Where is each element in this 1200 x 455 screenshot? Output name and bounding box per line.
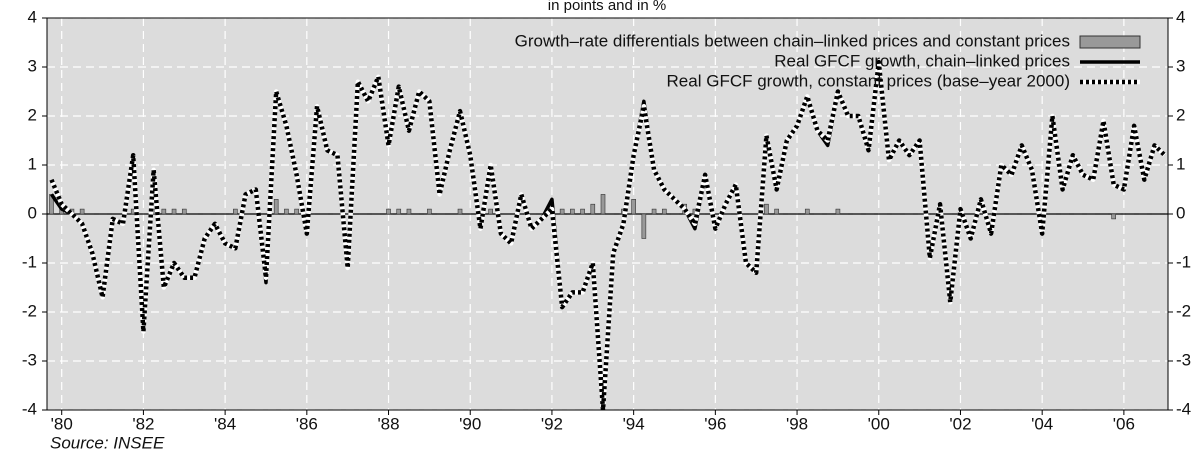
- bar: [764, 203, 769, 215]
- y-tick-label: 3: [28, 56, 37, 75]
- bar: [284, 208, 289, 215]
- y2-tick-label: 1: [1176, 154, 1185, 173]
- x-tick-label: '96: [704, 414, 726, 433]
- y-tick-label: 4: [28, 7, 37, 26]
- source-note: Source: INSEE: [50, 433, 165, 452]
- y2-tick-label: -3: [1176, 350, 1191, 369]
- bar: [386, 208, 391, 215]
- legend-label: Growth–rate differentials between chain–…: [515, 31, 1070, 50]
- x-tick-label: '88: [377, 414, 399, 433]
- bar: [171, 208, 177, 215]
- bar: [651, 208, 657, 215]
- chart-subtitle: in points and in %: [548, 0, 666, 14]
- legend-label: Real GFCF growth, constant prices (base–…: [667, 71, 1070, 90]
- x-tick-label: '00: [868, 414, 890, 433]
- y2-tick-label: 4: [1176, 7, 1185, 26]
- legend-label: Real GFCF growth, chain–linked prices: [774, 51, 1070, 70]
- bar: [488, 208, 493, 215]
- bar: [600, 194, 606, 215]
- bar: [661, 208, 667, 215]
- x-tick-label: '04: [1031, 414, 1053, 433]
- y2-tick-label: 0: [1176, 203, 1185, 222]
- bar: [590, 203, 596, 215]
- bar: [294, 208, 299, 215]
- bar: [161, 208, 167, 215]
- x-tick-label: '90: [459, 414, 481, 433]
- bar: [273, 199, 279, 215]
- x-tick-label: '80: [51, 414, 73, 433]
- bar: [570, 208, 575, 215]
- bar: [631, 199, 636, 215]
- y-tick-label: -4: [22, 399, 37, 418]
- y2-tick-label: -4: [1176, 399, 1191, 418]
- y2-tick-label: 2: [1176, 105, 1185, 124]
- x-tick-label: '86: [296, 414, 318, 433]
- bar: [457, 208, 463, 215]
- bar: [427, 208, 432, 215]
- line-underlay: [49, 59, 1167, 413]
- x-tick-label: '82: [132, 414, 154, 433]
- bar: [835, 208, 841, 215]
- y-tick-label: -3: [22, 350, 37, 369]
- bar: [233, 208, 238, 215]
- bar: [641, 213, 647, 239]
- x-tick-label: '06: [1113, 414, 1135, 433]
- x-tick-label: '94: [623, 414, 645, 433]
- y2-tick-label: -2: [1176, 301, 1191, 320]
- bar: [396, 208, 402, 215]
- legend-swatch: [1079, 35, 1141, 49]
- bar: [774, 208, 779, 215]
- plot-frame: [46, 17, 1169, 411]
- y2-tick-label: -1: [1176, 252, 1191, 271]
- y-tick-label: 2: [28, 105, 37, 124]
- bar: [181, 208, 187, 215]
- bar: [559, 208, 565, 215]
- x-tick-label: '02: [949, 414, 971, 433]
- y-tick-label: 0: [28, 203, 37, 222]
- y2-tick-label: 3: [1176, 56, 1185, 75]
- bar: [580, 208, 585, 215]
- y-tick-label: -2: [22, 301, 37, 320]
- x-tick-label: '92: [541, 414, 563, 433]
- bar: [406, 208, 412, 215]
- x-tick-label: '84: [214, 414, 236, 433]
- x-tick-label: '98: [786, 414, 808, 433]
- y-tick-label: 1: [28, 154, 37, 173]
- y-tick-label: -1: [22, 252, 37, 271]
- bar: [1111, 213, 1116, 220]
- bar: [79, 208, 85, 215]
- bar: [804, 208, 810, 215]
